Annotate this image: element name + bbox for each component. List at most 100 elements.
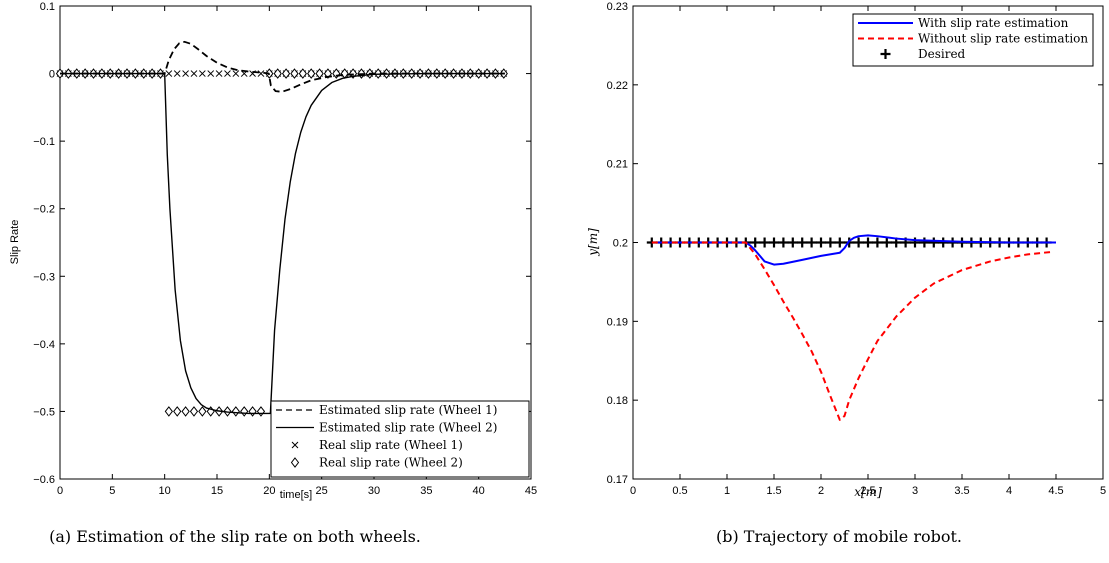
data-point xyxy=(323,68,333,79)
legend-label: Real slip rate (Wheel 1) xyxy=(319,438,463,452)
chart-panel-2: 0 0.5 1 1.5 2 2.5 3 3.5 4 4.5 5 0.23 0.22 0.21 0.2 0.19… xyxy=(586,1,1106,546)
data-point xyxy=(273,68,282,79)
x-tick-label: 5 xyxy=(1100,485,1106,497)
y-tick-label: 0.19 xyxy=(607,316,628,328)
legend-label: Desired xyxy=(918,47,966,61)
data-point xyxy=(928,237,939,248)
x-tick-label: 4.5 xyxy=(1048,485,1063,497)
series-1 xyxy=(651,234,1056,266)
x-tick-label: 4 xyxy=(1006,485,1012,497)
figure-caption: (a) Estimation of the slip rate on both … xyxy=(49,527,421,546)
data-point xyxy=(165,70,173,77)
y-axis-label: y[m] xyxy=(586,228,600,257)
x-tick-label: 0 xyxy=(630,485,636,497)
data-point xyxy=(198,406,207,417)
legend-label: With slip rate estimation xyxy=(918,16,1069,30)
x-tick-label: 3.5 xyxy=(954,485,969,497)
data-point xyxy=(787,237,798,248)
data-point xyxy=(207,70,215,77)
x-tick-label: 0.5 xyxy=(672,485,687,497)
x-tick-label: 30 xyxy=(368,485,380,497)
y-tick-label: 0.23 xyxy=(607,1,628,13)
series-2 xyxy=(60,72,505,415)
plot-frame xyxy=(59,5,532,480)
y-tick-label: 0.21 xyxy=(607,159,628,171)
data-point xyxy=(231,406,240,417)
data-point xyxy=(215,70,223,77)
x-tick-label: 3 xyxy=(912,485,918,497)
legend-label: Estimated slip rate (Wheel 1) xyxy=(319,403,497,417)
x-tick-label: 1.5 xyxy=(766,485,781,497)
data-point xyxy=(189,406,199,417)
y-tick-label: 0.1 xyxy=(40,1,55,13)
y-tick-label: 0 xyxy=(49,69,55,81)
y-tick-label: 0.17 xyxy=(607,474,628,486)
figure-caption: (b) Trajectory of mobile robot. xyxy=(716,527,962,546)
x-tick-label: 35 xyxy=(420,485,432,497)
data-point xyxy=(290,68,299,79)
legend-marker xyxy=(291,441,299,449)
legend-marker xyxy=(290,457,300,468)
x-tick-label: 2 xyxy=(818,485,824,497)
data-point xyxy=(816,237,826,248)
series-line xyxy=(651,241,1052,421)
series-line xyxy=(60,40,505,93)
x-tick-label: 5 xyxy=(109,485,115,497)
legend: With slip rate estimation Without slip ra… xyxy=(852,13,1094,67)
y-tick-label: −0.2 xyxy=(33,204,55,216)
data-point xyxy=(938,237,949,248)
data-point xyxy=(806,237,817,248)
data-point xyxy=(881,237,892,248)
data-point xyxy=(164,406,173,417)
data-point xyxy=(181,406,190,417)
series-1 xyxy=(60,40,505,93)
legend-label: Estimated slip rate (Wheel 2) xyxy=(319,421,497,435)
x-tick-label: 10 xyxy=(159,485,171,497)
x-tick-label: 0 xyxy=(57,485,63,497)
data-point xyxy=(182,70,189,77)
chart-panel-1: 0 5 10 15 20 25 30 35 40 45 0.1 0 −0.1 −0.2 −0.3 −0.4 −0… xyxy=(9,1,537,546)
data-point xyxy=(825,237,836,248)
data-point xyxy=(173,70,181,77)
y-tick-label: −0.1 xyxy=(33,136,55,148)
data-point xyxy=(759,237,770,248)
x-tick-label: 20 xyxy=(263,485,275,497)
x-tick-label: 45 xyxy=(525,485,537,497)
data-point xyxy=(919,237,930,248)
legend-box xyxy=(270,400,530,478)
legend-label: Real slip rate (Wheel 2) xyxy=(319,456,463,470)
y-tick-label: 0.22 xyxy=(607,80,628,92)
y-tick-label: −0.5 xyxy=(33,406,55,418)
legend-label: Without slip rate estimation xyxy=(918,32,1088,46)
data-point xyxy=(778,237,789,248)
data-point xyxy=(190,70,198,77)
y-tick-label: −0.4 xyxy=(33,339,55,351)
data-point xyxy=(863,237,873,248)
data-point xyxy=(853,237,864,248)
data-point xyxy=(198,70,206,77)
x-axis-label: x[m] xyxy=(854,485,882,499)
y-tick-label: 0.2 xyxy=(613,238,628,250)
legend-marker xyxy=(880,49,891,59)
data-point xyxy=(307,68,316,79)
data-point xyxy=(834,237,845,248)
y-tick-label: −0.3 xyxy=(33,271,55,283)
series-line xyxy=(60,72,505,415)
x-tick-label: 40 xyxy=(473,485,485,497)
x-tick-label: 15 xyxy=(211,485,223,497)
data-point xyxy=(750,237,761,248)
x-tick-label: 1 xyxy=(724,485,730,497)
y-tick-label: 0.18 xyxy=(607,395,628,407)
data-point xyxy=(797,237,808,248)
data-point xyxy=(173,406,182,417)
data-point xyxy=(769,237,779,248)
legend: Estimated slip rate (Wheel 1) Estimated s… xyxy=(270,400,530,478)
data-point xyxy=(872,237,883,248)
data-point xyxy=(232,70,240,77)
y-tick-label: −0.6 xyxy=(33,474,55,486)
series-line xyxy=(651,234,1056,266)
series-2 xyxy=(651,241,1052,421)
data-point xyxy=(256,406,266,417)
y-axis-label: Slip Rate xyxy=(9,220,21,265)
